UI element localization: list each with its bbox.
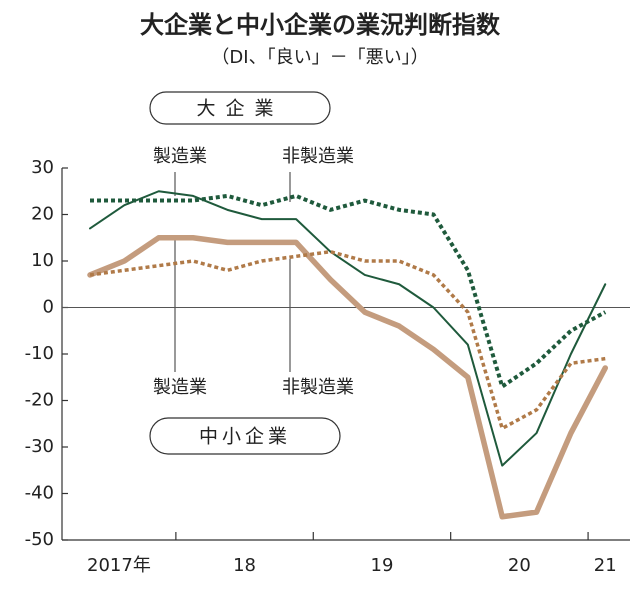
series-label: 製造業 — [153, 146, 207, 167]
x-tick-label: 19 — [371, 555, 394, 576]
chart-subtitle: （DI、「良い」－「悪い」） — [211, 47, 428, 68]
series-label: 非製造業 — [282, 377, 354, 398]
group-label: 中小企業 — [199, 426, 291, 448]
plot: 30 20 10 0 -10 -20 -30 -40 -50 2017年 18 19 20 21 — [25, 157, 630, 576]
y-tick-label: -30 — [25, 436, 54, 457]
group-box — [149, 417, 341, 455]
y-tick-label: -20 — [25, 390, 54, 411]
series-line — [90, 193, 607, 389]
y-tick-label: 20 — [31, 204, 54, 225]
group-label: 大企業 — [196, 98, 283, 120]
x-tick-label: 20 — [508, 555, 531, 576]
series-line — [89, 190, 607, 467]
series-line — [87, 235, 608, 520]
x-tick-label: 2017年 — [87, 555, 151, 576]
y-tick-label: -10 — [25, 343, 54, 364]
y-tick-label: 0 — [43, 297, 54, 318]
chart-title: 大企業と中小企業の業況判断指数 — [140, 11, 501, 39]
series-line — [89, 249, 606, 431]
group-box — [149, 91, 331, 125]
x-tick-label: 18 — [233, 555, 256, 576]
y-tick-label: -40 — [25, 483, 54, 504]
y-tick-label: -50 — [25, 529, 54, 550]
y-tick-label: 30 — [31, 157, 54, 178]
series-label: 非製造業 — [282, 146, 354, 167]
y-tick-label: 10 — [31, 250, 54, 271]
series-label: 製造業 — [153, 377, 207, 398]
x-tick-label: 21 — [594, 555, 617, 576]
